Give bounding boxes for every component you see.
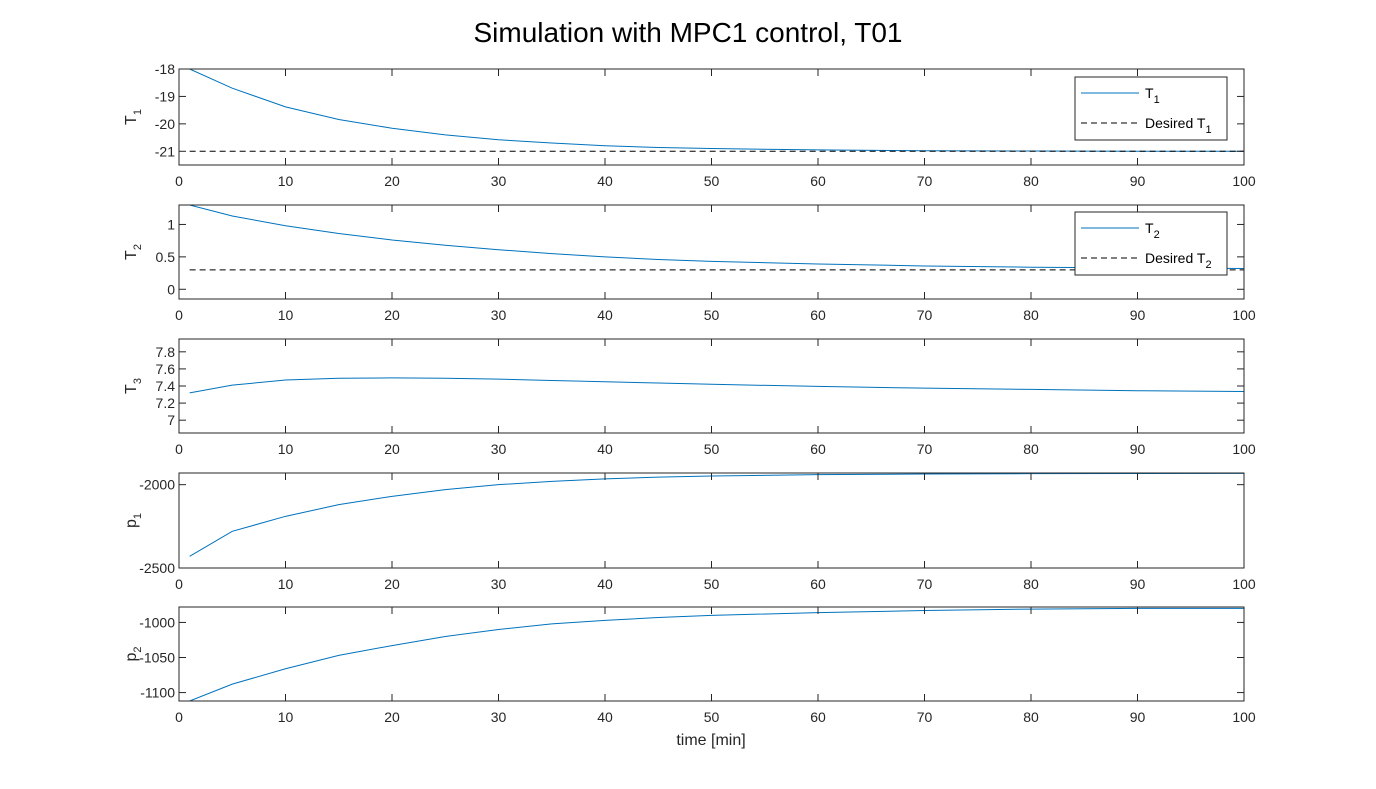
y-tick-label: 7.4 (156, 378, 176, 394)
x-tick-label: 100 (1232, 576, 1256, 592)
series-line-t3-actual (189, 377, 1244, 394)
x-tick-label: 90 (1130, 709, 1146, 725)
legend-box (1074, 211, 1228, 276)
x-tick-label: 10 (278, 307, 294, 323)
x-tick-label: 0 (175, 576, 183, 592)
series-line-t1-actual (189, 69, 1244, 152)
y-tick-label: -1050 (139, 650, 175, 666)
x-tick-label: 40 (597, 709, 613, 725)
legend-box (1074, 76, 1228, 141)
y-tick-label: -20 (155, 116, 175, 132)
x-tick-label: 60 (810, 576, 826, 592)
x-tick-label: 50 (704, 307, 720, 323)
x-tick-label: 10 (278, 709, 294, 725)
series-line-p2-actual (189, 607, 1244, 701)
subplot-p2: 0 10 20 30 40 50 60 70 80 90 100 -1100 -1050 -1000 p2 (123, 606, 1256, 725)
legend-entry: Desired T2 (1145, 250, 1212, 271)
y-tick-label: 7.2 (156, 395, 176, 411)
x-tick-label: 20 (384, 709, 400, 725)
y-axis-label-t1: T1 (123, 109, 144, 125)
y-tick-label: -19 (155, 88, 175, 104)
x-tick-label: 80 (1023, 441, 1039, 457)
x-tick-label: 70 (917, 709, 933, 725)
y-tick-label: 1 (167, 216, 175, 232)
legend-entry: T2 (1145, 220, 1160, 241)
x-tick-label: 70 (917, 307, 933, 323)
x-tick-label: 10 (278, 441, 294, 457)
x-axis-label: time [min] (676, 732, 745, 749)
x-tick-label: 100 (1232, 307, 1256, 323)
x-tick-label: 70 (917, 441, 933, 457)
x-tick-label: 60 (810, 307, 826, 323)
y-tick-label: 7 (167, 412, 175, 428)
y-axis-label-p2: p2 (123, 646, 144, 661)
x-tick-label: 0 (175, 307, 183, 323)
x-tick-label: 80 (1023, 576, 1039, 592)
x-tick-label: 0 (175, 709, 183, 725)
x-tick-label: 20 (384, 307, 400, 323)
x-tick-label: 80 (1023, 307, 1039, 323)
series-line-t2-actual (189, 205, 1244, 270)
y-tick-label: 0 (167, 281, 175, 297)
x-tick-label: 70 (917, 576, 933, 592)
x-tick-label: 50 (704, 576, 720, 592)
subplots: 0 10 20 30 40 50 60 70 80 90 100-21-20-19-18T1T1De… (123, 61, 1256, 725)
figure-title: Simulation with MPC1 control, T01 (474, 17, 903, 48)
x-tick-label: 10 (278, 576, 294, 592)
x-tick-label: 90 (1130, 307, 1146, 323)
x-tick-label: 30 (491, 173, 507, 189)
x-tick-label: 30 (491, 441, 507, 457)
series-line-p1-actual (189, 473, 1244, 557)
x-tick-label: 40 (597, 441, 613, 457)
x-tick-label: 100 (1232, 441, 1256, 457)
subplot-p1: 0 10 20 30 40 50 60 70 80 90 100 -2500 -2000 p1 (123, 472, 1256, 592)
y-tick-label: 7.8 (156, 344, 176, 360)
x-tick-label: 80 (1023, 709, 1039, 725)
x-tick-label: 50 (704, 441, 720, 457)
x-tick-label: 20 (384, 441, 400, 457)
y-axis-label-p1: p1 (123, 513, 144, 528)
x-tick-label: 70 (917, 173, 933, 189)
x-tick-label: 30 (491, 576, 507, 592)
y-tick-label: -18 (155, 61, 175, 77)
x-tick-label: 40 (597, 576, 613, 592)
y-tick-label: -2500 (139, 560, 175, 576)
y-tick-label: -1100 (140, 685, 175, 701)
x-tick-label: 60 (810, 709, 826, 725)
x-tick-label: 100 (1232, 709, 1256, 725)
y-tick-label: -2000 (139, 477, 175, 493)
legend-entry: T1 (1145, 85, 1160, 106)
x-tick-label: 0 (175, 173, 183, 189)
y-axis-label-t3: T3 (123, 378, 144, 394)
y-tick-label: -1000 (139, 614, 175, 630)
x-tick-label: 40 (597, 307, 613, 323)
x-tick-label: 10 (278, 173, 294, 189)
subplot-t3: 0 10 20 30 40 50 60 70 80 90 100 77.27.47.67.8 T3 (123, 338, 1256, 457)
x-tick-label: 90 (1130, 173, 1146, 189)
x-tick-label: 20 (384, 173, 400, 189)
y-tick-label: 7.6 (156, 361, 176, 377)
y-tick-label: -21 (155, 143, 175, 159)
y-axis-label-t2: T2 (123, 244, 144, 260)
x-tick-label: 30 (491, 709, 507, 725)
subplot-t2: 0 10 20 30 40 50 60 70 80 90 100 0 0.5 1 T2 T2 Desired T… (123, 204, 1256, 323)
x-tick-label: 50 (704, 173, 720, 189)
x-tick-label: 60 (810, 173, 826, 189)
x-tick-label: 20 (384, 576, 400, 592)
x-tick-label: 60 (810, 441, 826, 457)
y-tick-label: 0.5 (156, 249, 176, 265)
x-tick-label: 90 (1130, 441, 1146, 457)
x-tick-label: 50 (704, 709, 720, 725)
legend-t1: T1 Desired T1 (1074, 76, 1228, 141)
x-tick-label: 40 (597, 173, 613, 189)
x-tick-label: 80 (1023, 173, 1039, 189)
x-tick-label: 100 (1232, 173, 1256, 189)
legend-entry: Desired T1 (1145, 115, 1212, 136)
x-tick-label: 90 (1130, 576, 1146, 592)
subplot-t1: 0 10 20 30 40 50 60 70 80 90 100 -21 -20 -19 -18 T1 T1 De… (123, 61, 1256, 189)
x-tick-label: 0 (175, 441, 183, 457)
legend-t2: T2 Desired T2 (1074, 211, 1228, 276)
x-tick-label: 30 (491, 307, 507, 323)
